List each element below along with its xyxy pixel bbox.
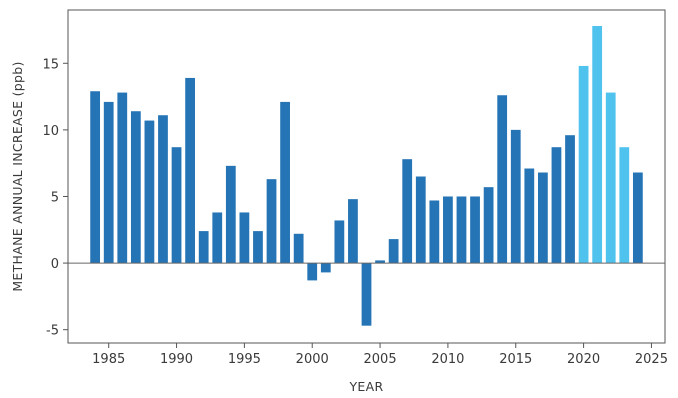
bar-2004 [361,263,372,326]
bar-2010 [443,196,453,264]
bar-2022 [605,92,616,264]
bar-2024 [632,172,643,264]
bar-2017 [538,172,548,264]
bar-2021 [592,25,603,264]
bar-2001 [320,263,331,273]
bar-2014 [497,95,508,264]
x-tick-label: 2005 [364,352,397,367]
bar-2009 [429,200,440,264]
x-tick-label: 2020 [567,352,600,367]
bar-1987 [130,111,141,264]
bar-2015 [510,129,521,264]
bar-1984 [90,91,101,264]
bars-group [90,25,643,326]
x-axis-ticks: 1985 1990 1995 2000 2005 2010 2015 2020 2025 [92,343,668,367]
x-tick-label: 2010 [431,352,464,367]
bar-1991 [185,77,195,264]
bar-2013 [483,187,494,264]
bar-2005 [375,260,385,264]
x-tick-label: 2025 [635,352,668,367]
bar-2000 [307,263,318,281]
y-axis-ticks: -5 0 5 10 15 [42,57,68,339]
y-tick-label: 10 [42,124,59,139]
plot-frame [67,9,666,344]
bar-2008 [415,176,426,264]
bar-1998 [280,101,290,264]
bar-1990 [171,147,182,264]
y-tick-label: -5 [46,324,59,339]
bar-2006 [388,239,399,264]
bar-1995 [239,212,250,264]
y-axis-title: METHANE ANNUAL INCREASE (ppb) [10,61,25,291]
bar-1988 [144,120,155,264]
y-tick-label: 0 [51,257,59,272]
bar-2012 [470,196,480,264]
x-tick-label: 1985 [92,352,125,367]
bar-1989 [158,115,168,264]
bar-2020 [578,65,589,264]
bar-2016 [524,168,535,264]
x-tick-label: 2000 [296,352,329,367]
bar-1986 [117,92,128,264]
bar-1997 [266,179,277,264]
bar-1985 [103,101,114,264]
y-tick-label: 5 [51,190,59,205]
y-tick-label: 15 [42,57,59,72]
bar-2018 [551,147,562,264]
x-axis-title: YEAR [349,379,384,394]
x-tick-label: 1995 [228,352,261,367]
bar-1993 [212,212,223,264]
bar-2011 [456,196,467,264]
bar-2007 [402,159,413,264]
bar-2023 [619,147,630,264]
bar-1996 [253,231,263,264]
x-tick-label: 2015 [499,352,532,367]
bar-1999 [293,233,304,264]
bar-2003 [348,199,358,264]
bar-1992 [198,231,209,264]
bar-2002 [334,220,345,264]
bar-2019 [565,135,575,264]
x-tick-label: 1990 [160,352,193,367]
bar-1994 [225,165,236,264]
